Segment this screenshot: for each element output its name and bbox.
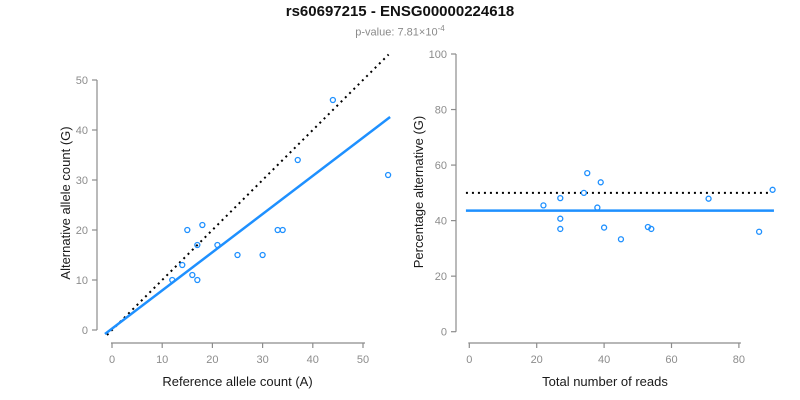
data-point xyxy=(769,186,776,193)
pvalue-base: 10 xyxy=(425,26,438,39)
x-tick-label: 10 xyxy=(156,354,168,366)
figure-subtitle: p-value: 7.81×10-4 xyxy=(0,24,800,39)
data-point xyxy=(584,169,591,177)
x-tick-label: 40 xyxy=(307,354,319,366)
y-tick-label: 0 xyxy=(82,325,88,337)
y-tick-label: 100 xyxy=(429,49,447,61)
figure-title: rs60697215 - ENSG00000224618 xyxy=(285,3,515,20)
data-point xyxy=(597,179,604,186)
data-point xyxy=(705,195,712,202)
data-point xyxy=(617,236,625,243)
y-tick-label: 0 xyxy=(441,327,447,339)
data-point xyxy=(184,226,191,234)
identity-line xyxy=(106,53,390,336)
y-tick-label: 80 xyxy=(435,105,447,117)
y-tick-label: 50 xyxy=(76,75,88,87)
x-tick-label: 40 xyxy=(598,354,610,366)
data-point xyxy=(274,226,281,234)
x-tick-label: 20 xyxy=(206,354,218,366)
data-point xyxy=(540,202,547,209)
y-tick-label: 40 xyxy=(76,125,88,137)
data-point xyxy=(648,225,655,233)
y-axis-title: Percentage alternative (G) xyxy=(411,116,426,268)
x-axis-title: Total number of reads xyxy=(542,374,668,389)
data-point xyxy=(557,215,564,222)
data-point xyxy=(384,171,392,179)
data-point xyxy=(600,224,608,231)
data-point xyxy=(580,189,588,197)
fit-line xyxy=(104,116,391,335)
data-point xyxy=(557,194,564,202)
y-tick-label: 30 xyxy=(76,175,88,187)
data-point xyxy=(279,226,286,234)
data-point xyxy=(234,251,241,259)
data-point xyxy=(259,251,266,259)
data-point xyxy=(557,225,564,233)
data-point xyxy=(179,261,186,269)
data-point xyxy=(169,276,176,284)
data-point xyxy=(294,156,301,164)
data-point xyxy=(594,204,601,211)
y-tick-label: 20 xyxy=(76,225,88,237)
data-point xyxy=(194,241,201,249)
x-tick-label: 80 xyxy=(733,354,745,366)
y-tick-label: 40 xyxy=(435,216,447,228)
data-point xyxy=(199,221,206,229)
data-point xyxy=(194,276,201,284)
x-axis-title: Reference allele count (A) xyxy=(162,374,312,389)
data-point xyxy=(214,241,221,249)
pvalue-mantissa: 7.81 xyxy=(397,26,419,39)
x-tick-label: 30 xyxy=(256,354,268,366)
plot-reads-vs-percentage: 0 20 40 60 80 100 0 20 40 60 80 Total number of rea… xyxy=(411,49,776,389)
y-axis-title: Alternative allele count (G) xyxy=(58,126,73,279)
pvalue-label: p-value: xyxy=(355,26,398,39)
y-tick-label: 60 xyxy=(435,160,447,172)
x-tick-label: 0 xyxy=(109,354,115,366)
pvalue-times-sign: × xyxy=(418,26,426,39)
plot-ref-vs-alt: 0 10 20 30 40 50 0 10 20 30 40 50 Reference allele c… xyxy=(58,53,392,389)
x-tick-label: 60 xyxy=(665,354,677,366)
x-tick-label: 20 xyxy=(531,354,543,366)
pvalue-exponent: -4 xyxy=(437,24,445,33)
x-tick-label: 0 xyxy=(466,354,472,366)
data-point xyxy=(755,228,763,235)
y-tick-label: 10 xyxy=(76,275,88,287)
y-tick-label: 20 xyxy=(435,271,447,283)
data-point xyxy=(189,271,196,279)
data-point xyxy=(329,96,337,104)
x-tick-label: 50 xyxy=(357,354,369,366)
